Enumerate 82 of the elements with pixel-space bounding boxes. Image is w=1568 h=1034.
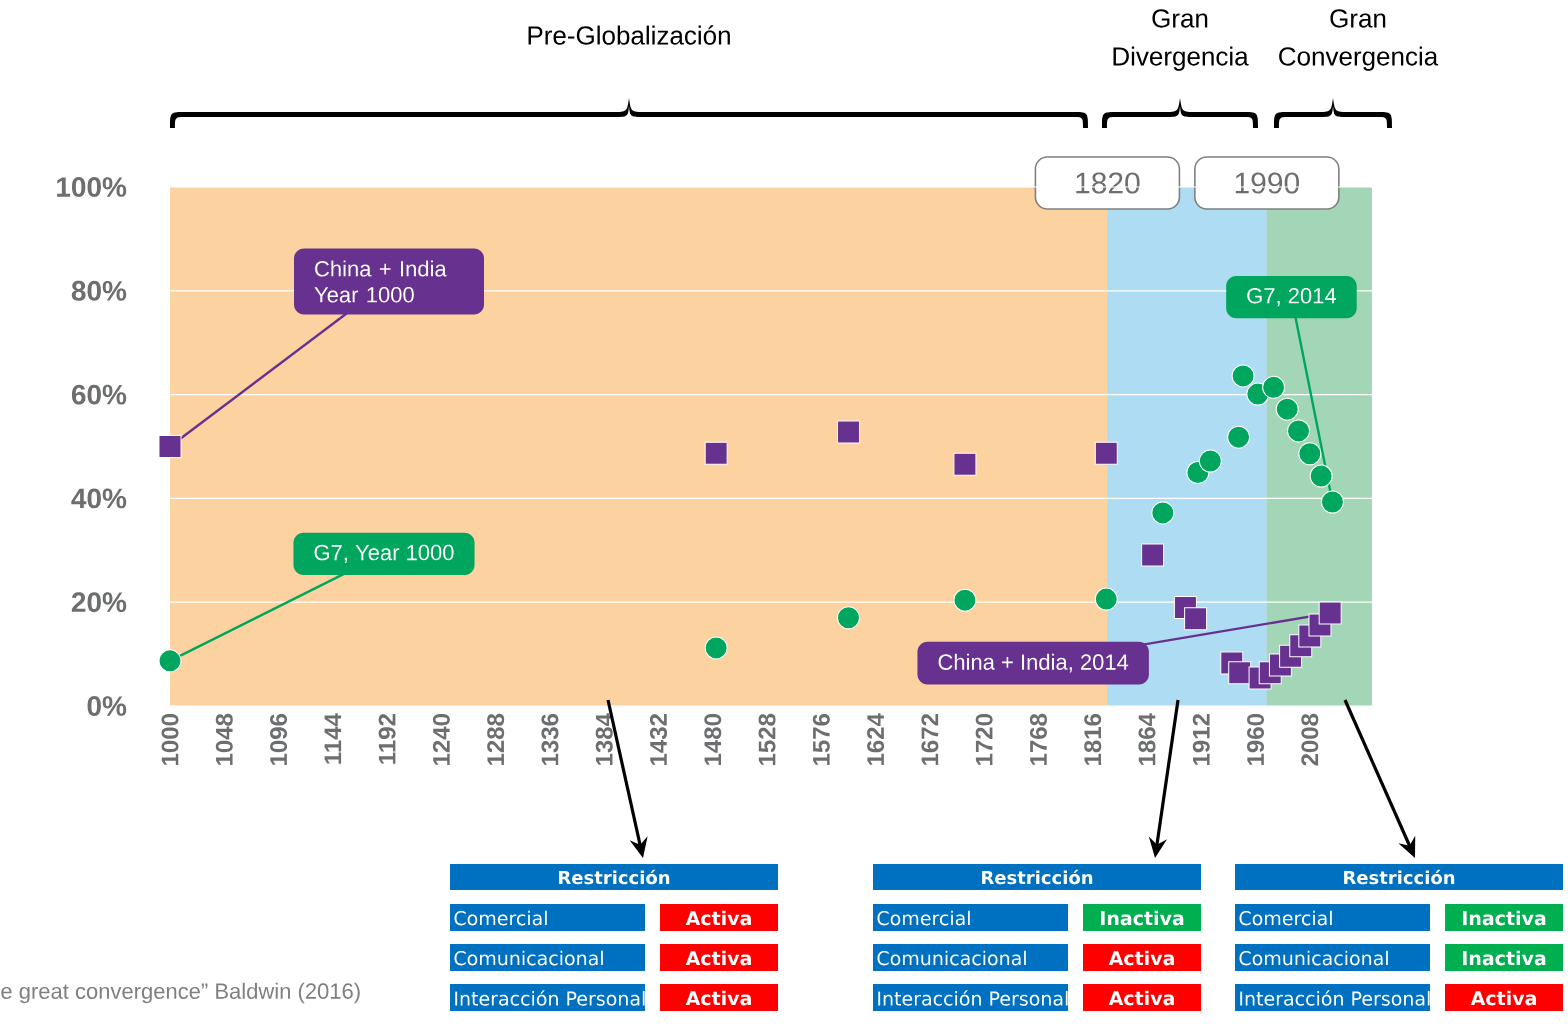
point bbox=[1184, 607, 1208, 631]
text: Pre-Globalización bbox=[528, 25, 730, 45]
x-tick-label: 1864 bbox=[1138, 713, 1156, 765]
x-tick-label: 1336 bbox=[541, 713, 559, 765]
x-tick-label: 1768 bbox=[1029, 713, 1047, 765]
text: Inactiva bbox=[1101, 910, 1184, 926]
text: Comercial bbox=[1239, 910, 1332, 926]
text: Comunicacional bbox=[1239, 950, 1388, 966]
text: Activa bbox=[1470, 990, 1536, 1006]
x-tick-label: 1144 bbox=[324, 713, 342, 764]
point bbox=[158, 435, 182, 458]
x-tick-label: 1576 bbox=[812, 713, 830, 765]
x-tick-label: 1624 bbox=[867, 713, 885, 765]
point bbox=[1320, 490, 1344, 514]
text: Restricción bbox=[982, 869, 1093, 885]
text: Gran Convergencia bbox=[1279, 9, 1439, 71]
point bbox=[1094, 441, 1118, 465]
point bbox=[1309, 464, 1333, 488]
point bbox=[1094, 587, 1118, 611]
text: Comercial bbox=[877, 910, 970, 926]
point bbox=[1275, 397, 1299, 421]
point bbox=[1227, 425, 1251, 449]
band-label: 1820 bbox=[1076, 172, 1140, 194]
text: Gran Divergencia bbox=[1113, 9, 1249, 71]
x-tick-label: 1528 bbox=[758, 713, 776, 765]
x-tick-label: 2008 bbox=[1301, 713, 1319, 766]
text: Comercial bbox=[454, 910, 547, 926]
text: Activa bbox=[685, 950, 751, 966]
x-tick-label: 1192 bbox=[378, 714, 396, 764]
x-tick-label: 1672 bbox=[921, 714, 939, 765]
annotation: G7, 2014 bbox=[1247, 287, 1337, 307]
text: Interacción Personal bbox=[878, 990, 1068, 1006]
text: e great convergence” Baldwin (2016) bbox=[1, 982, 360, 1004]
point bbox=[1298, 442, 1322, 466]
point bbox=[1287, 419, 1311, 443]
point bbox=[836, 606, 860, 630]
x-tick-label: 1048 bbox=[215, 713, 233, 765]
x-tick-label: 1000 bbox=[161, 714, 179, 765]
point bbox=[158, 649, 182, 673]
point bbox=[704, 441, 728, 465]
x-tick-label: 1480 bbox=[704, 714, 722, 765]
x-tick-label: 1432 bbox=[649, 714, 668, 765]
point bbox=[1151, 501, 1175, 525]
point bbox=[1198, 449, 1222, 473]
x-tick-label: 1384 bbox=[595, 713, 613, 765]
x-tick-label: 1960 bbox=[1247, 714, 1265, 765]
y-tick-label: 40% bbox=[71, 488, 127, 509]
y-tick-label: 80% bbox=[71, 280, 127, 301]
x-tick-label: 1240 bbox=[432, 714, 450, 765]
x-tick-label: 1096 bbox=[270, 713, 288, 765]
text: Activa bbox=[685, 990, 751, 1006]
band-label: 1990 bbox=[1235, 172, 1300, 194]
point bbox=[1318, 601, 1342, 625]
y-tick-label: 60% bbox=[71, 384, 127, 405]
y-tick-label: 100% bbox=[57, 177, 127, 197]
point bbox=[953, 588, 977, 612]
point bbox=[704, 636, 728, 660]
text: Inactiva bbox=[1463, 950, 1546, 966]
annotation: China + India Year 1000 bbox=[314, 260, 447, 303]
y-tick-label: 0% bbox=[87, 696, 127, 716]
text: Inactiva bbox=[1463, 910, 1546, 926]
point bbox=[1231, 364, 1255, 388]
point bbox=[953, 452, 977, 476]
x-tick-label: 1720 bbox=[975, 714, 993, 765]
point bbox=[1262, 375, 1286, 399]
text: Interacción Personal bbox=[1240, 990, 1430, 1006]
x-tick-label: 1288 bbox=[487, 713, 505, 765]
y-tick-label: 20% bbox=[71, 592, 127, 613]
text: Restricción bbox=[1344, 869, 1455, 885]
annotation: China + India, 2014 bbox=[938, 653, 1129, 673]
x-tick-label: 1816 bbox=[1084, 713, 1102, 765]
text: Activa bbox=[1108, 950, 1174, 966]
text: Comunicacional bbox=[454, 950, 603, 966]
text: Restricción bbox=[559, 869, 670, 885]
x-tick-label: 1912 bbox=[1192, 714, 1210, 765]
point bbox=[836, 420, 860, 444]
text: Activa bbox=[1108, 990, 1174, 1006]
text: Activa bbox=[685, 910, 751, 926]
annotation: G7, Year 1000 bbox=[314, 544, 454, 563]
point bbox=[1141, 543, 1165, 567]
text: Interacción Personal bbox=[455, 990, 645, 1006]
text: Comunicacional bbox=[877, 950, 1026, 966]
